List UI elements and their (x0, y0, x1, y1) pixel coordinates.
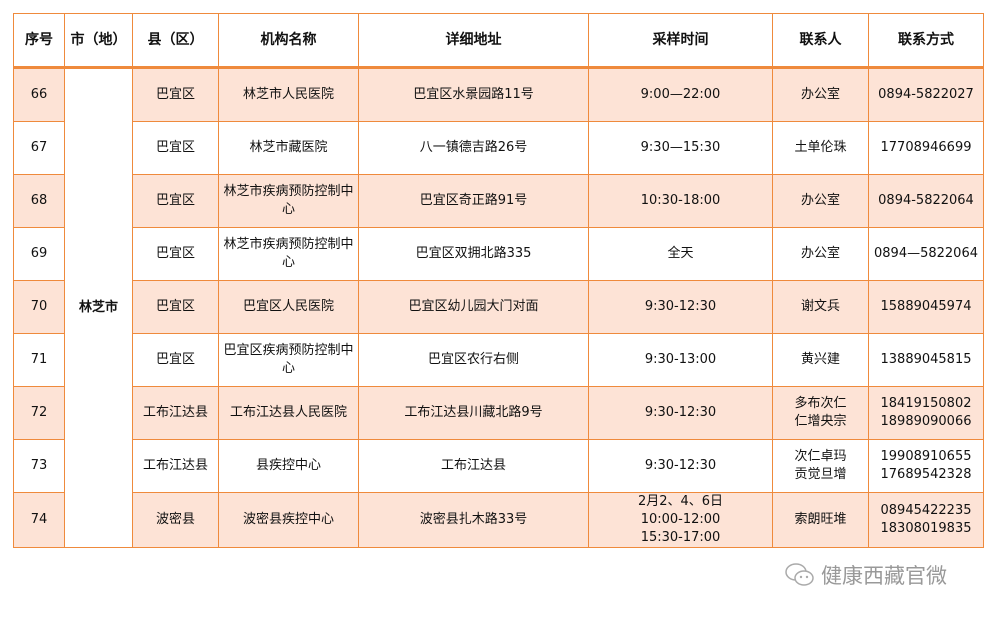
time-cell: 9:30—15:30 (588, 121, 773, 175)
no-cell: 71 (13, 333, 65, 387)
org-cell: 林芝市人民医院 (218, 67, 359, 122)
addr-cell: 巴宜区幼儿园大门对面 (358, 280, 589, 334)
phone-cell: 13889045815 (868, 333, 984, 387)
org-cell: 县疾控中心 (218, 439, 359, 493)
time-cell: 9:30-12:30 (588, 386, 773, 440)
column-header: 序号 (13, 13, 65, 68)
sampling-sites-table: 序号 市（地） 县（区） 机构名称 详细地址 采样时间 联系人 联系方式 66 林芝市 巴宜区 林芝… (13, 13, 984, 548)
watermark-text: 健康西藏官微 (821, 564, 947, 588)
addr-cell: 巴宜区奇正路91号 (358, 174, 589, 228)
phone-cell: 0894-5822064 (868, 174, 984, 228)
contact-cell: 次仁卓玛 贡觉旦增 (772, 439, 869, 493)
contact-cell: 索朗旺堆 (772, 492, 869, 548)
table-row: 69 巴宜区 林芝市疾病预防控制中心 巴宜区双拥北路335 全天 办公室 0894—5822… (13, 227, 984, 281)
header-row: 序号 市（地） 县（区） 机构名称 详细地址 采样时间 联系人 联系方式 (13, 13, 984, 68)
org-cell: 波密县疾控中心 (218, 492, 359, 548)
addr-cell: 巴宜区双拥北路335 (358, 227, 589, 281)
no-cell: 73 (13, 439, 65, 493)
contact-cell: 办公室 (772, 67, 869, 122)
addr-cell: 巴宜区农行右侧 (358, 333, 589, 387)
table-row: 74 波密县 波密县疾控中心 波密县扎木路33号 2月2、4、6日 10:00-12:0… (13, 492, 984, 548)
org-cell: 巴宜区人民医院 (218, 280, 359, 334)
no-cell: 70 (13, 280, 65, 334)
contact-cell: 办公室 (772, 227, 869, 281)
county-cell: 工布江达县 (132, 439, 219, 493)
time-cell: 9:00—22:00 (588, 67, 773, 122)
addr-cell: 八一镇德吉路26号 (358, 121, 589, 175)
org-cell: 林芝市疾病预防控制中心 (218, 227, 359, 281)
no-cell: 67 (13, 121, 65, 175)
time-cell: 2月2、4、6日 10:00-12:00 15:30-17:00 (588, 492, 773, 548)
column-header: 详细地址 (358, 13, 589, 68)
time-cell: 9:30-12:30 (588, 280, 773, 334)
column-header: 县（区） (132, 13, 219, 68)
county-cell: 巴宜区 (132, 121, 219, 175)
county-cell: 巴宜区 (132, 227, 219, 281)
time-cell: 9:30-13:00 (588, 333, 773, 387)
contact-cell: 黄兴建 (772, 333, 869, 387)
county-cell: 巴宜区 (132, 280, 219, 334)
no-cell: 72 (13, 386, 65, 440)
phone-cell: 15889045974 (868, 280, 984, 334)
contact-cell: 谢文兵 (772, 280, 869, 334)
addr-cell: 巴宜区水景园路11号 (358, 67, 589, 122)
org-cell: 巴宜区疾病预防控制中心 (218, 333, 359, 387)
org-cell: 林芝市疾病预防控制中心 (218, 174, 359, 228)
column-header: 机构名称 (218, 13, 359, 68)
phone-cell: 08945422235 18308019835 (868, 492, 984, 548)
phone-cell: 0894—5822064 (868, 227, 984, 281)
table-row: 73 工布江达县 县疾控中心 工布江达县 9:30-12:30 次仁卓玛 贡觉旦增 1990… (13, 439, 984, 493)
column-header: 采样时间 (588, 13, 773, 68)
no-cell: 69 (13, 227, 65, 281)
table-row: 71 巴宜区 巴宜区疾病预防控制中心 巴宜区农行右侧 9:30-13:00 黄兴建 1388… (13, 333, 984, 387)
city-cell: 林芝市 (64, 67, 133, 548)
phone-cell: 18419150802 18989090066 (868, 386, 984, 440)
county-cell: 巴宜区 (132, 174, 219, 228)
no-cell: 66 (13, 67, 65, 122)
contact-cell: 土单伦珠 (772, 121, 869, 175)
column-header: 联系方式 (868, 13, 984, 68)
phone-cell: 17708946699 (868, 121, 984, 175)
time-cell: 10:30-18:00 (588, 174, 773, 228)
county-cell: 工布江达县 (132, 386, 219, 440)
table-row: 67 巴宜区 林芝市藏医院 八一镇德吉路26号 9:30—15:30 土单伦珠 177089… (13, 121, 984, 175)
addr-cell: 波密县扎木路33号 (358, 492, 589, 548)
county-cell: 巴宜区 (132, 67, 219, 122)
table-row: 68 巴宜区 林芝市疾病预防控制中心 巴宜区奇正路91号 10:30-18:00 办公室 0… (13, 174, 984, 228)
wechat-icon (785, 563, 814, 586)
time-cell: 全天 (588, 227, 773, 281)
county-cell: 波密县 (132, 492, 219, 548)
time-cell: 9:30-12:30 (588, 439, 773, 493)
column-header: 联系人 (772, 13, 869, 68)
column-header: 市（地） (64, 13, 133, 68)
contact-cell: 办公室 (772, 174, 869, 228)
no-cell: 74 (13, 492, 65, 548)
contact-cell: 多布次仁 仁增央宗 (772, 386, 869, 440)
table-row: 72 工布江达县 工布江达县人民医院 工布江达县川藏北路9号 9:30-12:30 多布次… (13, 386, 984, 440)
phone-cell: 0894-5822027 (868, 67, 984, 122)
addr-cell: 工布江达县川藏北路9号 (358, 386, 589, 440)
table-row: 70 巴宜区 巴宜区人民医院 巴宜区幼儿园大门对面 9:30-12:30 谢文兵 15889… (13, 280, 984, 334)
table-row: 66 林芝市 巴宜区 林芝市人民医院 巴宜区水景园路11号 9:00—22:00 办公室 08… (13, 67, 984, 548)
org-cell: 工布江达县人民医院 (218, 386, 359, 440)
county-cell: 巴宜区 (132, 333, 219, 387)
no-cell: 68 (13, 174, 65, 228)
watermark: 健康西藏官微 (785, 560, 947, 590)
org-cell: 林芝市藏医院 (218, 121, 359, 175)
phone-cell: 19908910655 17689542328 (868, 439, 984, 493)
addr-cell: 工布江达县 (358, 439, 589, 493)
